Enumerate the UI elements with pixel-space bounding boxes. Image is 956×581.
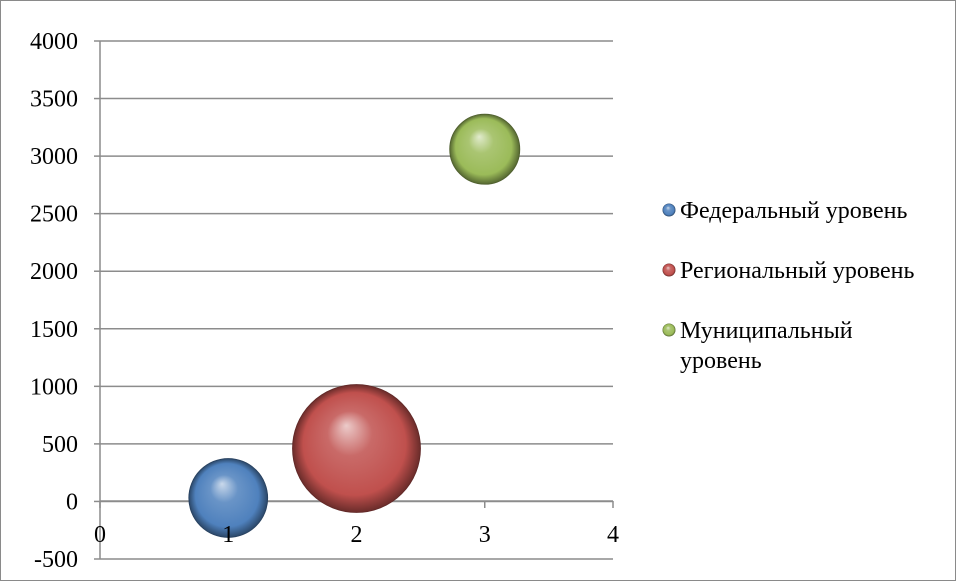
legend-label-municipal: Муниципальный уровень [680, 318, 853, 374]
legend-label-regional: Региональный уровень [680, 258, 915, 284]
bubble-1 [292, 384, 421, 513]
y-tick-label--500: -500 [34, 547, 78, 573]
y-tick-label-3500: 3500 [30, 87, 78, 113]
x-tick-label-4: 4 [607, 522, 619, 548]
bubble-2 [449, 113, 521, 185]
legend-marker-regional [662, 263, 676, 277]
grid-lines [94, 40, 613, 560]
y-tick-label-2500: 2500 [30, 202, 78, 228]
legend: Федеральный уровень Региональный уровень… [662, 196, 952, 376]
legend-marker-federal [662, 203, 676, 217]
bubble-0 [188, 458, 269, 538]
x-tick-label-3: 3 [479, 522, 491, 548]
x-tick-labels: 0 1 2 3 4 [94, 522, 619, 548]
y-tick-label-1500: 1500 [30, 317, 78, 343]
x-tick-label-2: 2 [351, 522, 363, 548]
x-tick-label-1: 1 [222, 522, 234, 548]
x-tick-label-0: 0 [94, 522, 106, 548]
bubbles [188, 113, 521, 538]
y-tick-label-2000: 2000 [30, 259, 78, 285]
legend-item-federal: Федеральный уровень [662, 196, 952, 226]
y-tick-label-3000: 3000 [30, 144, 78, 170]
y-tick-label-1000: 1000 [30, 374, 78, 400]
legend-item-regional: Региональный уровень [662, 256, 952, 286]
y-tick-label-4000: 4000 [30, 29, 78, 55]
legend-marker-municipal [662, 323, 676, 337]
y-tick-labels: -500 0 500 1000 1500 2000 2500 3000 3500 4000 [30, 29, 78, 573]
y-tick-label-500: 500 [42, 432, 78, 458]
y-tick-label-0: 0 [66, 489, 78, 515]
legend-item-municipal: Муниципальный уровень [662, 316, 952, 376]
legend-label-federal: Федеральный уровень [680, 198, 908, 224]
